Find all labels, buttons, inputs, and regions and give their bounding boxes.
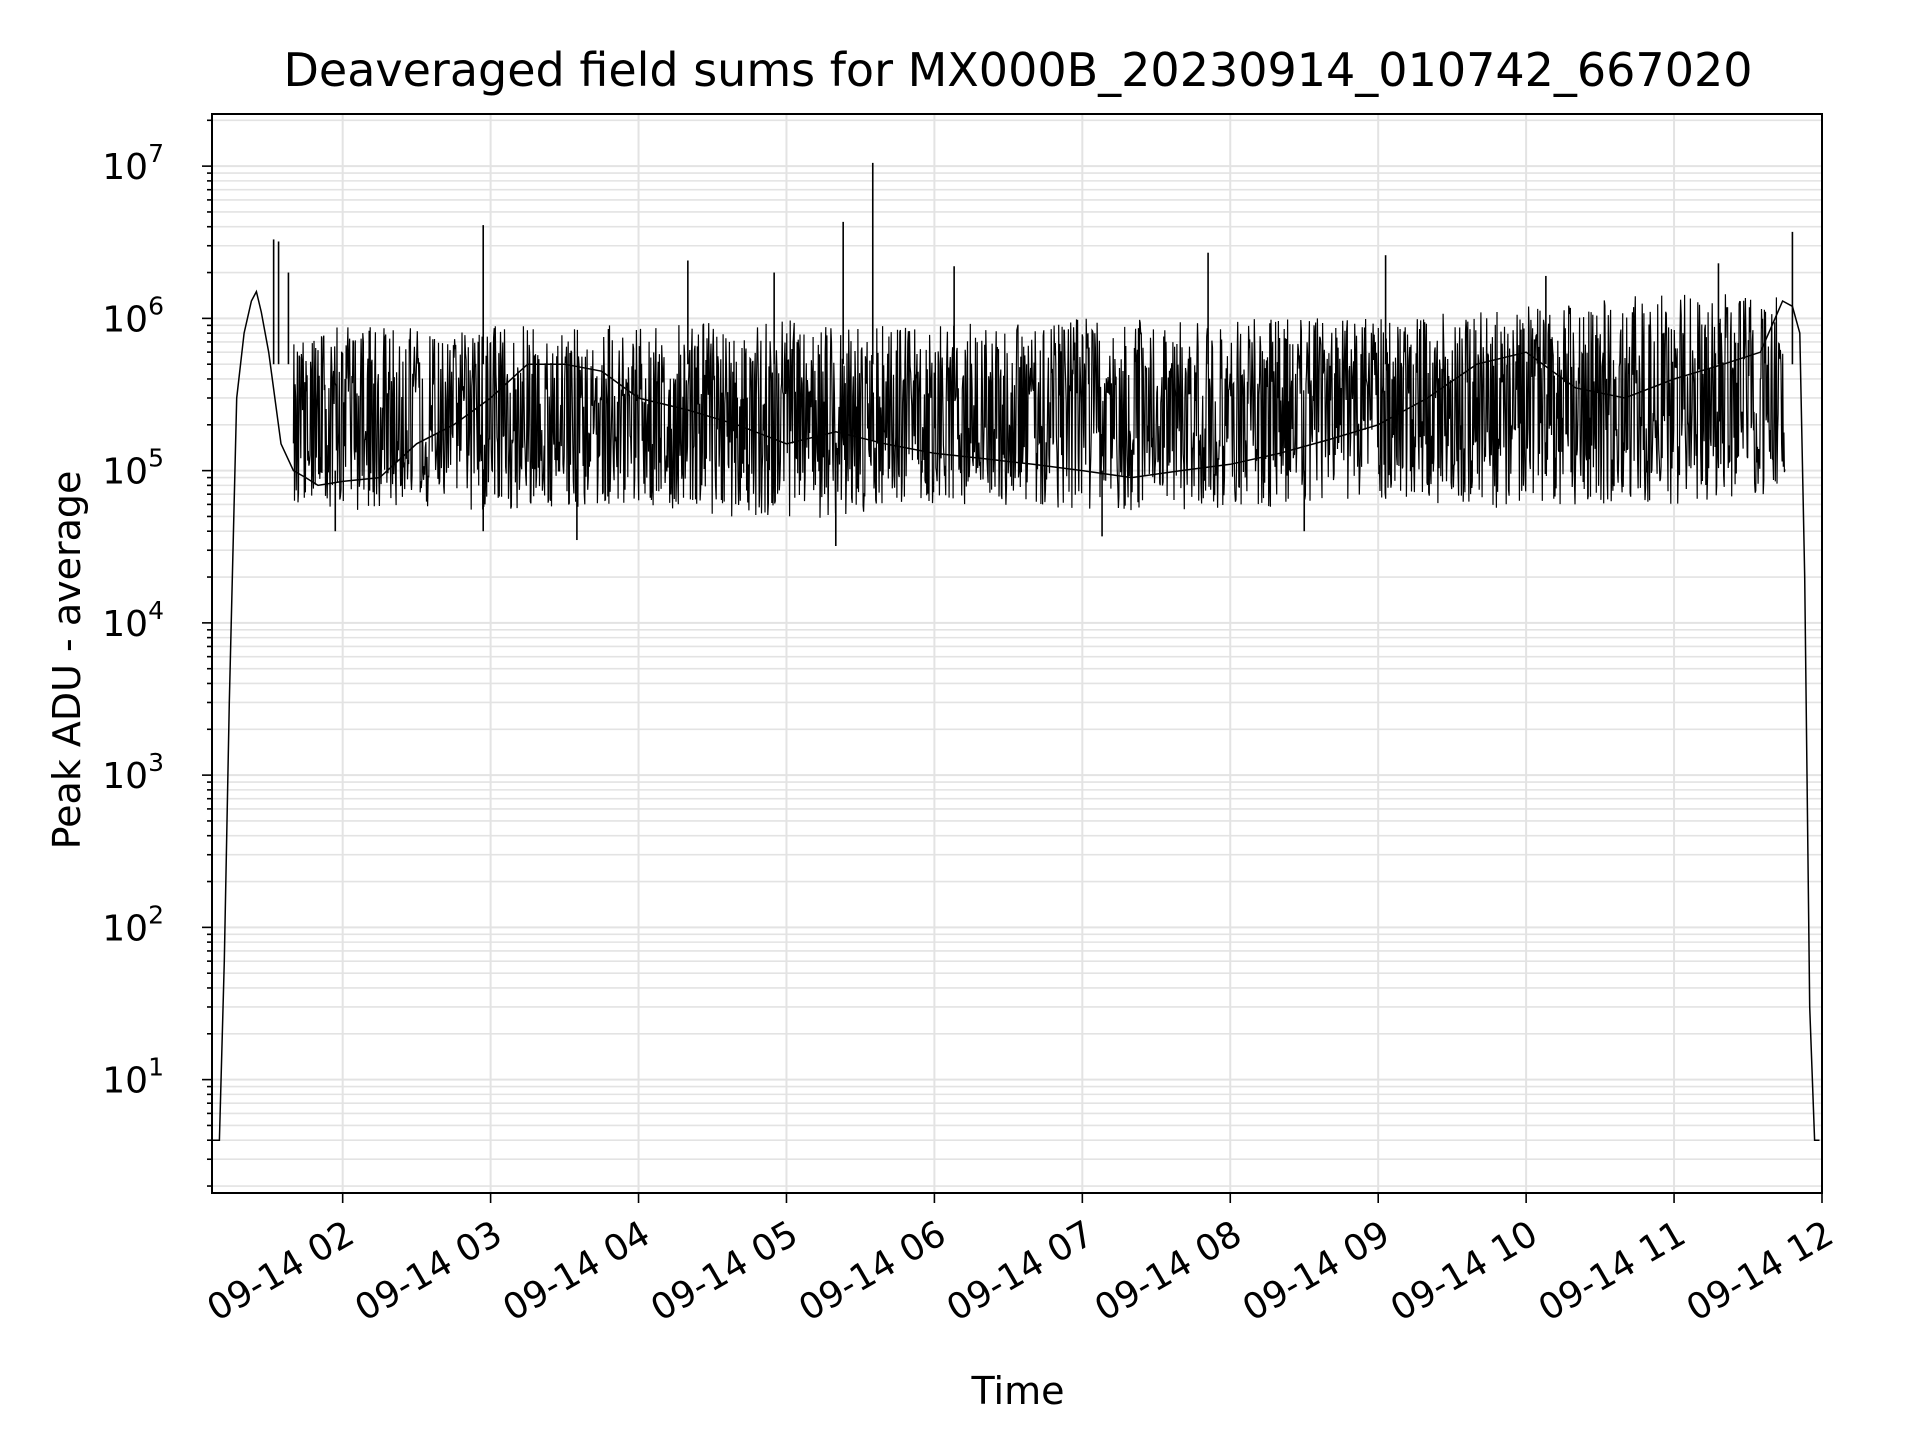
series-noise [292, 294, 1786, 518]
y-tick-label: 104 [102, 596, 164, 645]
chart-title: Deaveraged field sums for MX000B_2023091… [283, 43, 1752, 97]
x-axis-label: Time [971, 1369, 1065, 1413]
y-tick-label: 101 [102, 1053, 164, 1102]
y-tick-label: 103 [102, 748, 164, 797]
plot-frame [211, 113, 1823, 1194]
y-tick-label: 106 [102, 291, 164, 340]
y-axis-label: Peak ADU - average [45, 471, 89, 850]
y-tick-label: 102 [102, 900, 164, 949]
y-tick-label: 107 [102, 139, 164, 188]
y-tick-label: 105 [102, 444, 164, 493]
series-group [212, 162, 1820, 1141]
